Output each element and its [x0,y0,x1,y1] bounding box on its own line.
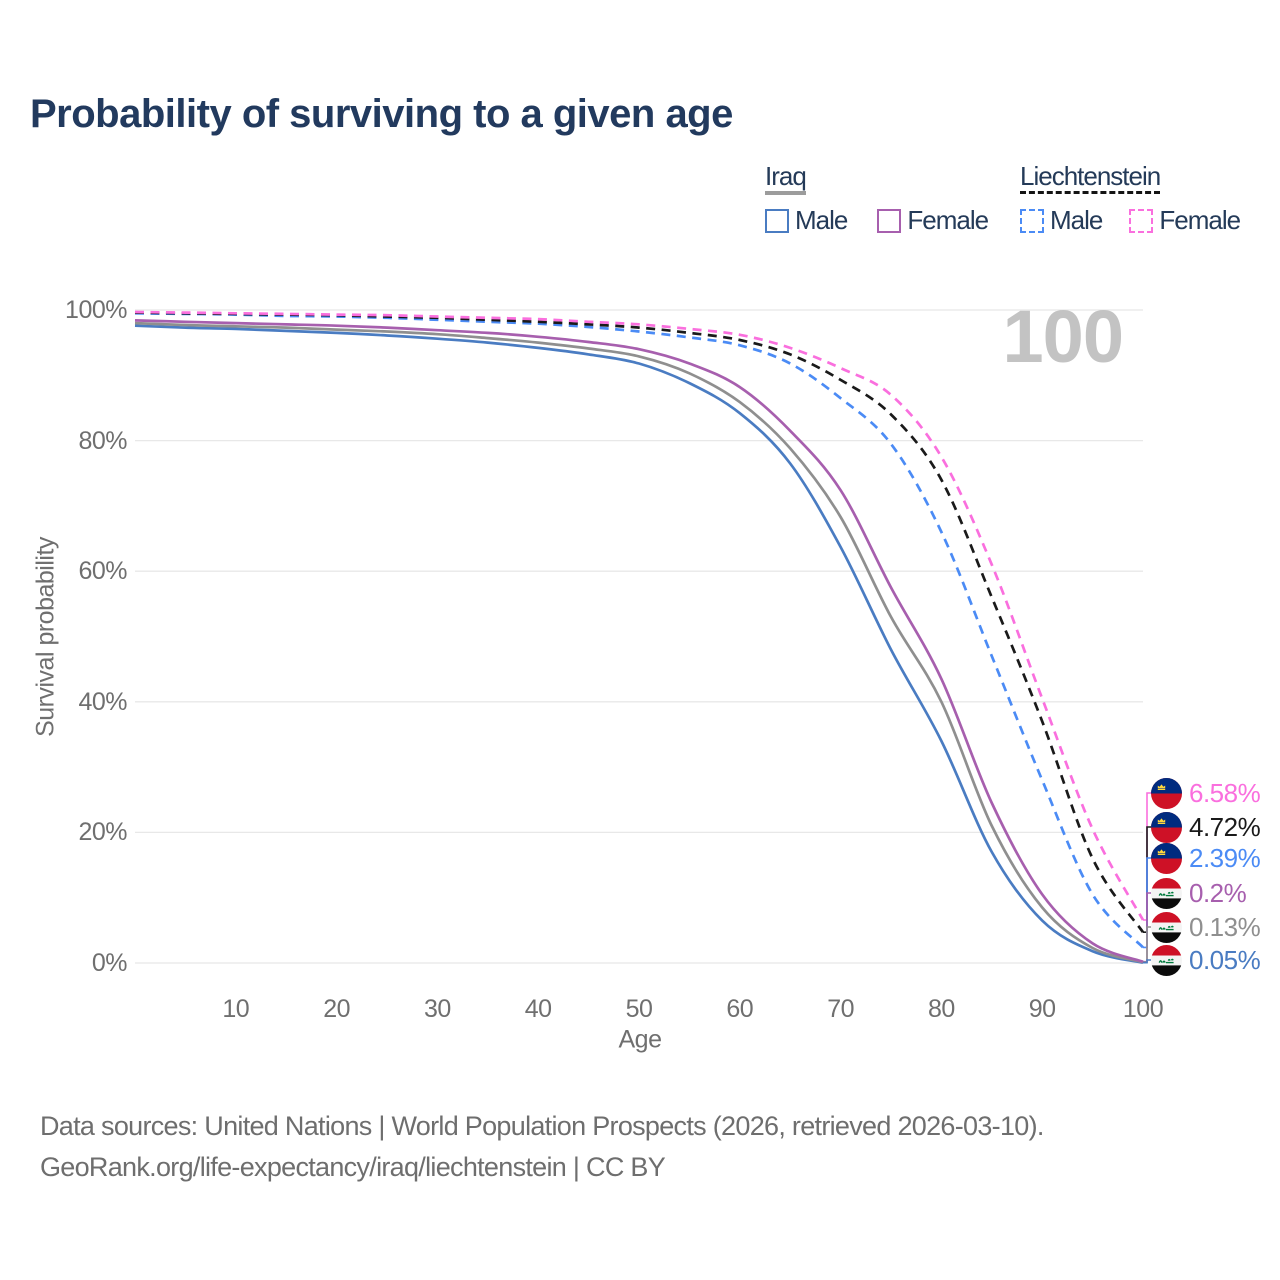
iraq-male-swatch-icon [765,208,789,233]
x-tick-label: 30 [423,995,451,1023]
end-value: 4.72% [1189,811,1261,842]
page-title: Probability of surviving to a given age [30,92,733,136]
legend-group-iraq: Iraq [765,163,807,195]
end-value: 6.58% [1189,777,1261,808]
end-label-iraq-female: 0.2% [1151,877,1247,909]
curve-iraq-both-sexes[interactable] [134,321,1144,964]
curve-liechtenstein-both-sexes[interactable] [134,311,1145,933]
data-sources-line: Data sources: United Nations | World Pop… [40,1111,1044,1141]
x-axis-title: Age [618,1025,662,1054]
end-label-liechtenstein-female: 6.58% [1151,777,1261,809]
iraq-female-swatch-icon [877,208,902,233]
legend-item-liechtenstein-male[interactable]: Male [1020,205,1103,236]
legend-items-liechtenstein: Male Female [1020,205,1241,236]
liechtenstein-male-swatch-icon [1020,208,1044,233]
legend-item-iraq-female[interactable]: Female [877,205,989,236]
end-value: 0.05% [1189,944,1261,975]
legend-label: Female [1159,205,1241,235]
legend-label: Male [795,205,848,235]
curve-iraq-male[interactable] [134,324,1144,965]
x-tick-label: 40 [524,995,552,1023]
y-tick-label: 60% [78,557,127,586]
y-tick-label: 0% [91,949,128,977]
end-value: 0.13% [1189,911,1261,942]
legend-group-liechtenstein: Liechtenstein [1020,163,1161,194]
x-tick-label: 90 [1028,995,1056,1023]
end-label-iraq-both-sexes: 0.13% [1151,911,1261,943]
legend-item-iraq-male[interactable]: Male [765,205,848,236]
legend-item-liechtenstein-female[interactable]: Female [1129,205,1241,236]
x-tick-label: 100 [1122,995,1164,1023]
iraq-flag-icon [1151,911,1182,943]
georank-url-line: GeoRank.org/life-expectancy/iraq/liechte… [40,1152,666,1182]
x-tick-label: 20 [323,995,350,1023]
x-tick-label: 60 [726,995,754,1023]
end-label-liechtenstein-both-sexes: 4.72% [1151,811,1261,843]
liechtenstein-flag-icon [1151,777,1182,809]
legend-label: Female [907,205,989,235]
x-tick-label: 70 [827,995,854,1023]
x-tick-label: 10 [222,995,250,1023]
end-label-iraq-male: 0.05% [1151,944,1261,976]
y-tick-label: 20% [78,818,127,847]
y-tick-label: 40% [78,687,127,716]
curve-liechtenstein-female[interactable] [134,310,1145,921]
end-value: 0.2% [1189,877,1247,908]
end-label-leader [1143,959,1151,964]
x-tick-label: 50 [625,995,653,1023]
source-attribution: Data sources: United Nations | World Pop… [40,1106,1044,1188]
end-value: 2.39% [1189,842,1261,873]
y-tick-label: 80% [78,426,127,455]
liechtenstein-flag-icon [1151,842,1182,874]
iraq-flag-icon [1151,877,1182,909]
end-label-liechtenstein-male: 2.39% [1151,842,1261,874]
liechtenstein-female-swatch-icon [1129,208,1154,233]
legend-label: Male [1050,205,1103,235]
liechtenstein-flag-icon [1151,811,1182,843]
x-tick-label: 80 [927,995,955,1023]
legend-items-iraq: Male Female [765,205,989,236]
iraq-flag-icon [1151,944,1182,976]
y-tick-label: 100% [65,296,127,324]
hover-age-value: 100 [1002,295,1124,378]
curve-liechtenstein-male[interactable] [134,311,1144,949]
curve-iraq-female[interactable] [134,319,1144,963]
